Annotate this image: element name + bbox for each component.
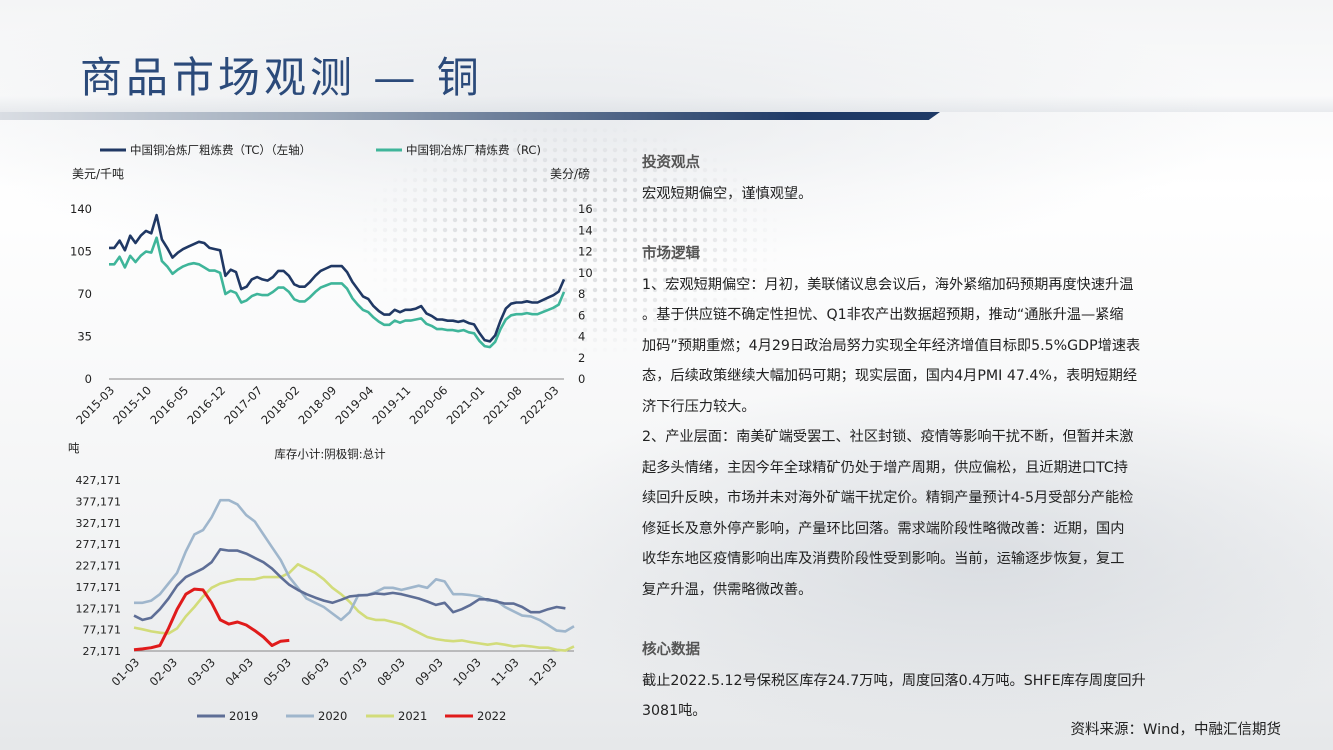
logic-line: 收华东地区疫情影响出库及消费阶段性受到影响。当前，运输逐步恢复，复工 (642, 551, 1125, 567)
x-tick: 12-03 (526, 655, 560, 689)
x-tick: 2015-03 (73, 383, 117, 427)
y-tick-right: 2 (578, 351, 585, 365)
logic-line: 1、宏观短期偏空：月初，美联储议息会议后，海外紧缩加码预期再度快速升温 (642, 276, 1134, 293)
core-heading: 核心数据 (642, 642, 700, 658)
title-underline-bar (0, 112, 940, 120)
x-tick: 09-03 (412, 655, 446, 689)
y-tick-left: 70 (77, 287, 92, 301)
logic-line: 济下行压力较大。 (642, 398, 756, 415)
x-tick: 2019-04 (332, 383, 376, 427)
y-tick-right: 4 (578, 330, 585, 344)
series-line-2019 (133, 548, 566, 622)
legend-label-tc: 中国铜冶炼厂粗炼费（TC）（左轴） (130, 143, 311, 157)
x-tick: 10-03 (450, 655, 484, 689)
y-tick: 377,171 (76, 495, 122, 508)
chart-title: 库存小计:阴极铜:总计 (274, 447, 386, 461)
core-line: 3081吨。 (642, 703, 707, 719)
y-tick: 27,171 (83, 645, 122, 658)
series-line-2022 (133, 587, 290, 652)
y-tick-right: 12 (578, 245, 593, 259)
y-tick: 127,171 (76, 602, 122, 615)
x-tick: 02-03 (147, 655, 181, 689)
y-tick-right: 6 (578, 308, 585, 322)
x-tick: 2018-02 (258, 383, 302, 427)
x-tick: 2019-11 (370, 383, 414, 427)
core-text: 截止2022.5.12号保税区库存24.7万吨，周度回落0.4万吨。SHFE库存… (642, 666, 1262, 727)
legend-label-2020: 2020 (318, 709, 347, 723)
view-text: 宏观短期偏空，谨慎观望。 (642, 185, 813, 202)
logic-heading: 市场逻辑 (642, 246, 700, 262)
y-tick-left: 140 (70, 202, 92, 216)
x-tick: 2020-06 (407, 383, 451, 427)
legend-label-2021: 2021 (398, 709, 427, 723)
logic-line: 。基于供应链不确定性担忧、Q1非农产出数据超预期，推动“通胀升温—紧缩 (642, 307, 1124, 323)
y-tick-right: 16 (578, 202, 593, 216)
x-tick: 2015-10 (110, 383, 154, 427)
x-tick: 08-03 (374, 655, 408, 689)
y-tick-right: 14 (578, 223, 593, 237)
x-tick: 2016-05 (147, 383, 191, 427)
y-tick-right: 0 (578, 372, 585, 386)
logic-line: 起多头情绪，主因今年全球精矿仍处于增产周期，供应偏松，且近期进口TC持 (642, 459, 1128, 476)
tc-rc-chart: 中国铜冶炼厂粗炼费（TC）（左轴） 中国铜冶炼厂精炼费（RC) 美元/千吨 美分/磅 0… (70, 143, 593, 427)
y-tick-left: 35 (77, 330, 92, 344)
series-line-2021 (133, 563, 575, 652)
x-tick: 07-03 (336, 655, 370, 689)
y-axis-label: 吨 (68, 441, 80, 455)
x-tick: 2017-07 (221, 383, 265, 427)
y-tick: 227,171 (76, 560, 122, 573)
y-tick: 277,171 (76, 538, 122, 551)
x-tick: 03-03 (185, 655, 219, 689)
logic-text: 1、宏观短期偏空：月初，美联储议息会议后，海外紧缩加码预期再度快速升温 。基于供应… (642, 270, 1262, 606)
source-note: 资料来源：Wind，中融汇信期货 (1070, 722, 1281, 738)
legend-label-2022: 2022 (477, 709, 506, 723)
x-tick: 2021-08 (481, 383, 525, 427)
core-line: 截止2022.5.12号保税区库存24.7万吨，周度回落0.4万吨。SHFE库存… (642, 672, 1146, 689)
logic-line: 态，后续政策继续大幅加码可期；现实层面，国内4月PMI 47.4%，表明短期经 (642, 368, 1138, 384)
world-map-dots (360, 125, 780, 355)
series-line-2020 (134, 498, 575, 633)
y-axis-left-label: 美元/千吨 (72, 167, 124, 181)
y-tick: 77,171 (83, 624, 122, 637)
x-tick: 04-03 (222, 655, 256, 689)
series-line-rc (109, 236, 566, 349)
inventory-chart: 吨 库存小计:阴极铜:总计 27,171 77,171 127,171 177,171 22… (68, 441, 575, 723)
series-line-tc (109, 213, 566, 343)
legend-label-rc: 中国铜冶炼厂精炼费（RC) (406, 143, 541, 157)
logic-line: 加码”预期重燃；4月29日政治局努力实现全年经济增值目标即5.5%GDP增速表 (642, 337, 1141, 354)
page-title: 商品市场观测 — 铜 (80, 53, 483, 102)
x-tick: 2018-09 (295, 383, 339, 427)
analysis-panel: 投资观点 宏观短期偏空，谨慎观望。 市场逻辑 1、宏观短期偏空：月初，美联储议息… (642, 148, 1262, 727)
y-tick-right: 10 (578, 266, 593, 280)
logic-line: 复产升温，供需略微改善。 (642, 581, 813, 598)
logic-line: 2、产业层面：南美矿端受罢工、社区封锁、疫情等影响干扰不断，但暂并未激 (642, 429, 1134, 445)
y-tick: 427,171 (76, 474, 122, 487)
y-tick-right: 8 (578, 287, 585, 301)
y-tick: 177,171 (76, 581, 122, 594)
x-tick: 06-03 (298, 655, 332, 689)
x-tick: 01-03 (109, 655, 143, 689)
y-tick-left: 0 (85, 372, 92, 386)
logic-line: 修延长及意外停产影响，产量环比回落。需求端阶段性略微改善：近期，国内 (642, 520, 1125, 537)
y-axis-right-label: 美分/磅 (550, 166, 590, 181)
legend-label-2019: 2019 (229, 709, 258, 723)
x-tick: 2022-03 (518, 383, 562, 427)
x-tick: 11-03 (488, 655, 522, 689)
x-tick: 2021-01 (444, 383, 488, 427)
x-tick: 05-03 (260, 655, 294, 689)
view-heading: 投资观点 (642, 155, 700, 171)
y-tick: 327,171 (76, 517, 122, 530)
x-tick: 2016-12 (184, 383, 228, 427)
title-shadow (0, 96, 1333, 112)
y-tick-left: 105 (70, 245, 92, 259)
logic-line: 续回升反映，市场并未对海外矿端干扰定价。精铜产量预计4-5月受部分产能检 (642, 490, 1134, 506)
